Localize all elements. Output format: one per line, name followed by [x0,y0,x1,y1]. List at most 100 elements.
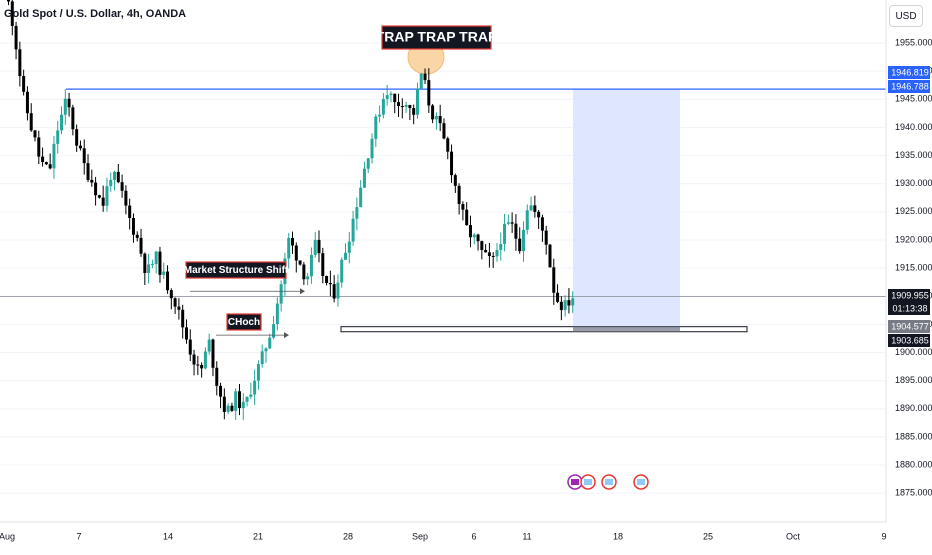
candle-body [306,276,310,280]
candle-body [317,239,321,254]
candle-body [56,130,60,144]
candle-body [533,205,537,212]
candle-body [230,405,234,411]
candle-body [404,104,408,107]
candle-body [495,249,499,257]
candle-body [450,151,454,176]
candle-body [556,292,560,302]
candle-body [468,225,472,238]
candle-body [552,267,556,293]
x-tick-label: 14 [163,531,173,541]
candle-body [135,234,139,238]
candle-body [222,396,226,412]
candle-body [510,222,514,224]
y-tick-label: 1945.000 [895,94,932,104]
candle-body [389,93,393,96]
symbol-title: Gold Spot / U.S. Dollar, 4h, OANDA [4,8,187,20]
candle-body [260,351,264,365]
price-label-dark: 1903.685 [891,335,929,345]
candle-body [94,182,98,196]
candle-body [400,106,404,108]
countdown-label: 01:13:38 [892,303,927,313]
candle-body [374,116,378,139]
candle-body [181,309,185,328]
candle-body [113,171,117,180]
y-tick-label: 1915.000 [895,263,932,273]
candle-body [423,73,427,81]
candle-body [567,300,571,306]
candle-body [480,241,484,250]
candle-body [431,105,435,120]
candle-body [366,158,370,169]
candle-body [415,88,419,115]
candle-body [173,298,177,307]
candle-body [139,237,143,254]
candle-body [484,249,488,253]
countdown-label-badge [888,302,930,315]
y-tick-label: 1935.000 [895,150,932,160]
y-tick-label: 1885.000 [895,431,932,441]
x-tick-label: 18 [613,531,623,541]
candle-body [169,290,173,299]
candle-body [71,107,75,130]
trap-label: TRAP TRAP TRAP [376,29,498,45]
candle-body [82,148,86,164]
candle-body [503,223,507,244]
candle-body [166,271,170,291]
candle-body [472,234,476,238]
candle-body [219,385,223,397]
candle-body [253,380,257,395]
candle-body [29,113,33,131]
candle-body [347,241,351,253]
y-tick-label: 1940.000 [895,122,932,132]
candle-body [279,284,283,304]
candle-body [78,145,82,149]
currency-button[interactable]: USD [889,5,923,27]
y-tick-label: 1880.000 [895,460,932,470]
demand-zone[interactable] [340,326,748,333]
candle-body [162,271,166,275]
candle-body [249,394,253,397]
candle-body [461,204,465,210]
candle-body [237,391,241,409]
candle-body [340,259,344,283]
candle-body [355,207,359,219]
candle-body [184,327,188,340]
candle-body [328,282,332,285]
candle-body [438,116,442,124]
candle-body [521,229,525,252]
candle-body [491,255,495,257]
candle-body [275,303,279,325]
candle-body [86,163,90,180]
price-label-dark-badge [888,334,930,347]
target-zone [573,89,680,331]
x-tick-label: 25 [703,531,713,541]
candle-body [302,264,306,280]
x-tick-label: Sep [412,531,428,541]
candle-body [203,351,207,369]
candle-body [397,102,401,107]
candle-body [298,260,302,265]
candle-body [154,251,158,265]
candle-body [457,185,461,205]
candle-body [48,164,52,169]
candle-body [41,156,45,163]
candle-body [309,254,313,277]
candle-body [211,339,215,368]
candle-body [25,91,29,114]
mss-label-box [185,261,287,279]
candle-body [453,175,457,186]
price-label-blue-top: 1946.819 [891,67,929,77]
candle-body [67,98,71,108]
candle-body [446,138,450,152]
candle-body [385,95,389,100]
candle-body [393,93,397,103]
candle-body [529,205,533,211]
candle-body [131,218,135,235]
candle-body [571,298,575,306]
candle-body [22,76,26,92]
candle-body [291,237,294,246]
candle-body [412,108,416,115]
